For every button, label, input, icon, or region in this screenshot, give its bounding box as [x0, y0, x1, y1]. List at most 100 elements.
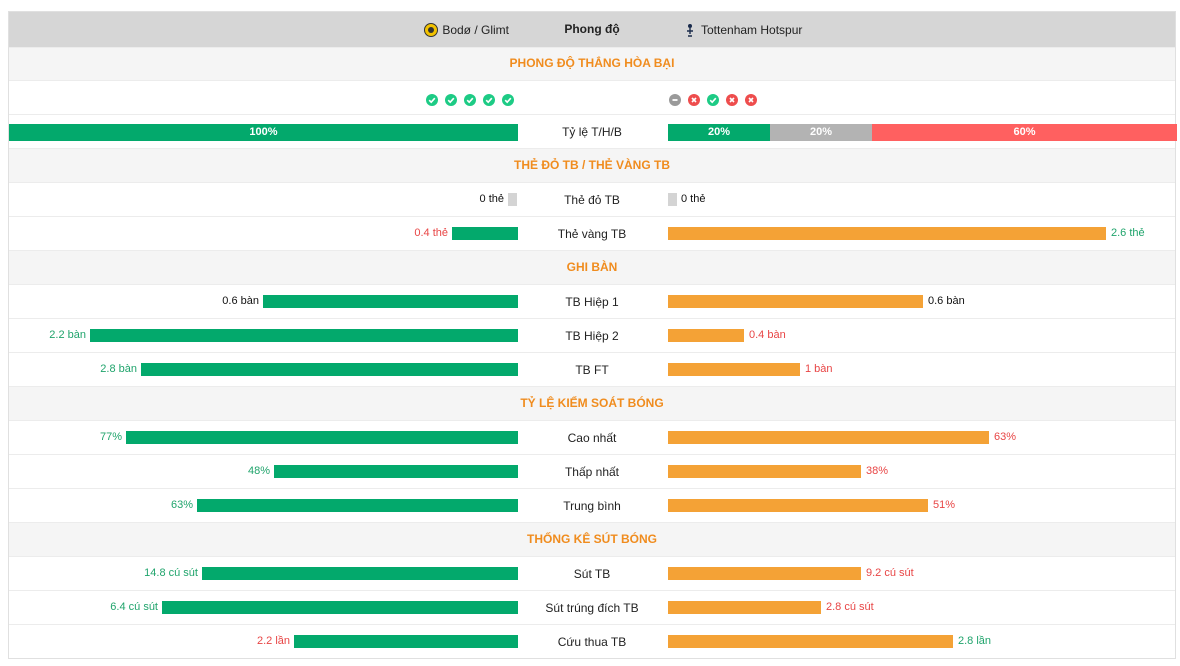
stat-label: Thẻ đỏ TB: [564, 193, 620, 207]
away-win-bar: 20%: [668, 124, 770, 141]
away-bar: [668, 363, 800, 376]
away-bar: [668, 635, 953, 648]
away-draw-label: 20%: [809, 126, 833, 138]
stat-label: Thấp nhất: [564, 465, 620, 479]
away-value: 0 thẻ: [681, 193, 706, 205]
section-cards: THẺ ĐỎ TB / THẺ VÀNG TB: [9, 148, 1175, 182]
away-bar: [668, 601, 821, 614]
away-win-label: 20%: [707, 126, 731, 138]
bodo-glimt-logo-icon: [424, 22, 439, 37]
tottenham-logo-icon: [687, 23, 693, 37]
away-value: 0.6 bàn: [928, 295, 965, 307]
form-comparison-panel: Bodø / Glimt Phong độ Tottenham Hotspur …: [8, 11, 1177, 659]
away-bar: [668, 227, 1106, 240]
away-bar: [668, 567, 861, 580]
away-bar: [668, 465, 861, 478]
home-value: 48%: [247, 465, 270, 477]
form-icons-row: [9, 80, 1175, 114]
win-check-icon: [445, 93, 457, 106]
win-check-icon: [426, 93, 438, 106]
home-bar: [263, 295, 518, 308]
home-bar: [202, 567, 518, 580]
stat-poss-avg: 63% 51% Trung bình: [9, 488, 1175, 522]
away-loss-bar: 60%: [872, 124, 1177, 141]
section-goals-title: GHI BÀN: [566, 260, 618, 274]
home-value: 77%: [99, 431, 122, 443]
win-check-icon: [707, 93, 719, 106]
away-team-name: Tottenham Hotspur: [701, 22, 803, 37]
loss-x-icon: [745, 93, 757, 106]
stat-yellow-cards: 0.4 thẻ 2.6 thẻ Thẻ vàng TB: [9, 216, 1175, 250]
stat-poss-min: 48% 38% Thấp nhất: [9, 454, 1175, 488]
section-form: PHONG ĐỘ THẮNG HÒA BẠI: [9, 47, 1175, 80]
home-win-label: 100%: [249, 126, 278, 138]
home-bar: [141, 363, 518, 376]
home-bar: [197, 499, 518, 512]
home-bar: [294, 635, 518, 648]
home-form-icons: [426, 92, 521, 106]
section-form-title: PHONG ĐỘ THẮNG HÒA BẠI: [509, 56, 675, 70]
stat-label: Cứu thua TB: [557, 635, 627, 649]
wdl-row: 100% Tỷ lệ T/H/B 20% 20% 60%: [9, 114, 1177, 148]
section-possession: TỶ LỆ KIỂM SOÁT BÓNG: [9, 386, 1175, 420]
away-bar: [668, 431, 989, 444]
home-team[interactable]: Bodø / Glimt: [424, 12, 509, 47]
away-value: 63%: [994, 431, 1017, 443]
home-bar: [162, 601, 518, 614]
away-bar: [668, 499, 928, 512]
home-win-bar: 100%: [9, 124, 518, 141]
section-possession-title: TỶ LỆ KIỂM SOÁT BÓNG: [520, 396, 664, 410]
home-bar: [508, 193, 517, 206]
stat-saves: 2.2 lần 2.8 lần Cứu thua TB: [9, 624, 1175, 658]
stat-label: TB Hiệp 2: [565, 329, 619, 343]
wdl-label: Tỷ lệ T/H/B: [562, 125, 622, 139]
away-form-icons: [669, 92, 764, 106]
stat-label: Sút trúng đích TB: [545, 601, 639, 615]
away-bar: [668, 295, 923, 308]
win-check-icon: [483, 93, 495, 106]
stat-goals-h1: 0.6 bàn 0.6 bàn TB Hiệp 1: [9, 284, 1175, 318]
section-goals: GHI BÀN: [9, 250, 1175, 284]
draw-minus-icon: [669, 93, 681, 106]
home-value: 2.8 bàn: [100, 363, 137, 375]
away-draw-bar: 20%: [770, 124, 872, 141]
stat-red-cards: 0 thẻ 0 thẻ Thẻ đỏ TB: [9, 182, 1175, 216]
away-value: 2.8 lần: [958, 635, 992, 647]
win-check-icon: [464, 93, 476, 106]
stat-label: Cao nhất: [567, 431, 617, 445]
away-bar: [668, 193, 677, 206]
away-value: 2.6 thẻ: [1111, 227, 1145, 239]
home-bar: [126, 431, 518, 444]
home-value: 14.8 cú sút: [144, 567, 198, 579]
away-value: 38%: [866, 465, 889, 477]
stat-label: Trung bình: [563, 499, 621, 513]
stat-label: TB Hiệp 1: [565, 295, 619, 309]
away-bar: [668, 329, 744, 342]
home-value: 0 thẻ: [479, 193, 504, 205]
home-bar: [452, 227, 518, 240]
stat-poss-max: 77% 63% Cao nhất: [9, 420, 1175, 454]
away-value: 0.4 bàn: [749, 329, 786, 341]
home-value: 6.4 cú sút: [110, 601, 158, 613]
loss-x-icon: [726, 93, 738, 106]
loss-x-icon: [688, 93, 700, 106]
stat-goals-h2: 2.2 bàn 0.4 bàn TB Hiệp 2: [9, 318, 1175, 352]
home-value: 2.2 bàn: [49, 329, 86, 341]
stat-shots-on-target: 6.4 cú sút 2.8 cú sút Sút trúng đích TB: [9, 590, 1175, 624]
panel-header: Bodø / Glimt Phong độ Tottenham Hotspur: [9, 12, 1175, 47]
section-cards-title: THẺ ĐỎ TB / THẺ VÀNG TB: [514, 158, 670, 172]
home-team-name: Bodø / Glimt: [442, 22, 509, 37]
stat-label: Sút TB: [573, 567, 611, 581]
home-bar: [274, 465, 518, 478]
away-value: 2.8 cú sút: [826, 601, 874, 613]
win-check-icon: [502, 93, 514, 106]
away-team[interactable]: Tottenham Hotspur: [685, 12, 802, 47]
stat-goals-ft: 2.8 bàn 1 bàn TB FT: [9, 352, 1175, 386]
home-value: 2.2 lần: [256, 635, 290, 647]
stat-label: TB FT: [575, 363, 609, 377]
away-value: 1 bàn: [805, 363, 833, 375]
section-shots: THỐNG KÊ SÚT BÓNG: [9, 522, 1175, 556]
away-value: 9.2 cú sút: [866, 567, 914, 579]
section-shots-title: THỐNG KÊ SÚT BÓNG: [526, 532, 657, 546]
stat-shots: 14.8 cú sút 9.2 cú sút Sút TB: [9, 556, 1175, 590]
